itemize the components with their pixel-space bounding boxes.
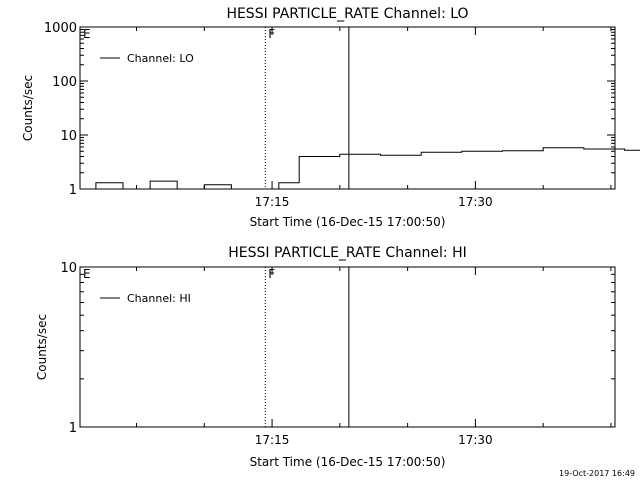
x-tick-label: 17:30 bbox=[458, 195, 493, 209]
x-tick-label: 17:30 bbox=[458, 433, 493, 447]
chart-title: HESSI PARTICLE_RATE Channel: HI bbox=[228, 245, 466, 261]
plot-frame bbox=[79, 266, 616, 428]
event-marker-label: F bbox=[268, 267, 275, 281]
y-tick-label: 100 bbox=[52, 75, 77, 90]
x-axis-label: Start Time (16-Dec-15 17:00:50) bbox=[250, 215, 446, 229]
y-tick-label: 10 bbox=[60, 129, 77, 144]
x-axis-label: Start Time (16-Dec-15 17:00:50) bbox=[250, 455, 446, 469]
footer-timestamp: 19-Oct-2017 16:49 bbox=[559, 469, 635, 478]
y-axis-label: Counts/sec bbox=[35, 314, 49, 380]
series-line bbox=[80, 147, 640, 190]
x-tick-label: 17:15 bbox=[255, 195, 290, 209]
event-marker-label: E bbox=[83, 267, 91, 281]
x-tick-label: 17:15 bbox=[255, 433, 290, 447]
legend-label: Channel: LO bbox=[127, 52, 194, 65]
chart-title: HESSI PARTICLE_RATE Channel: LO bbox=[226, 6, 468, 22]
y-tick-label: 1 bbox=[69, 421, 77, 436]
y-tick-label: 1000 bbox=[44, 21, 77, 36]
event-marker-label: E bbox=[83, 27, 91, 41]
y-tick-label: 1 bbox=[69, 183, 77, 198]
event-marker-label: F bbox=[268, 27, 275, 41]
legend-label: Channel: HI bbox=[127, 292, 191, 305]
y-tick-label: 10 bbox=[60, 261, 77, 276]
y-axis-label: Counts/sec bbox=[21, 75, 35, 141]
